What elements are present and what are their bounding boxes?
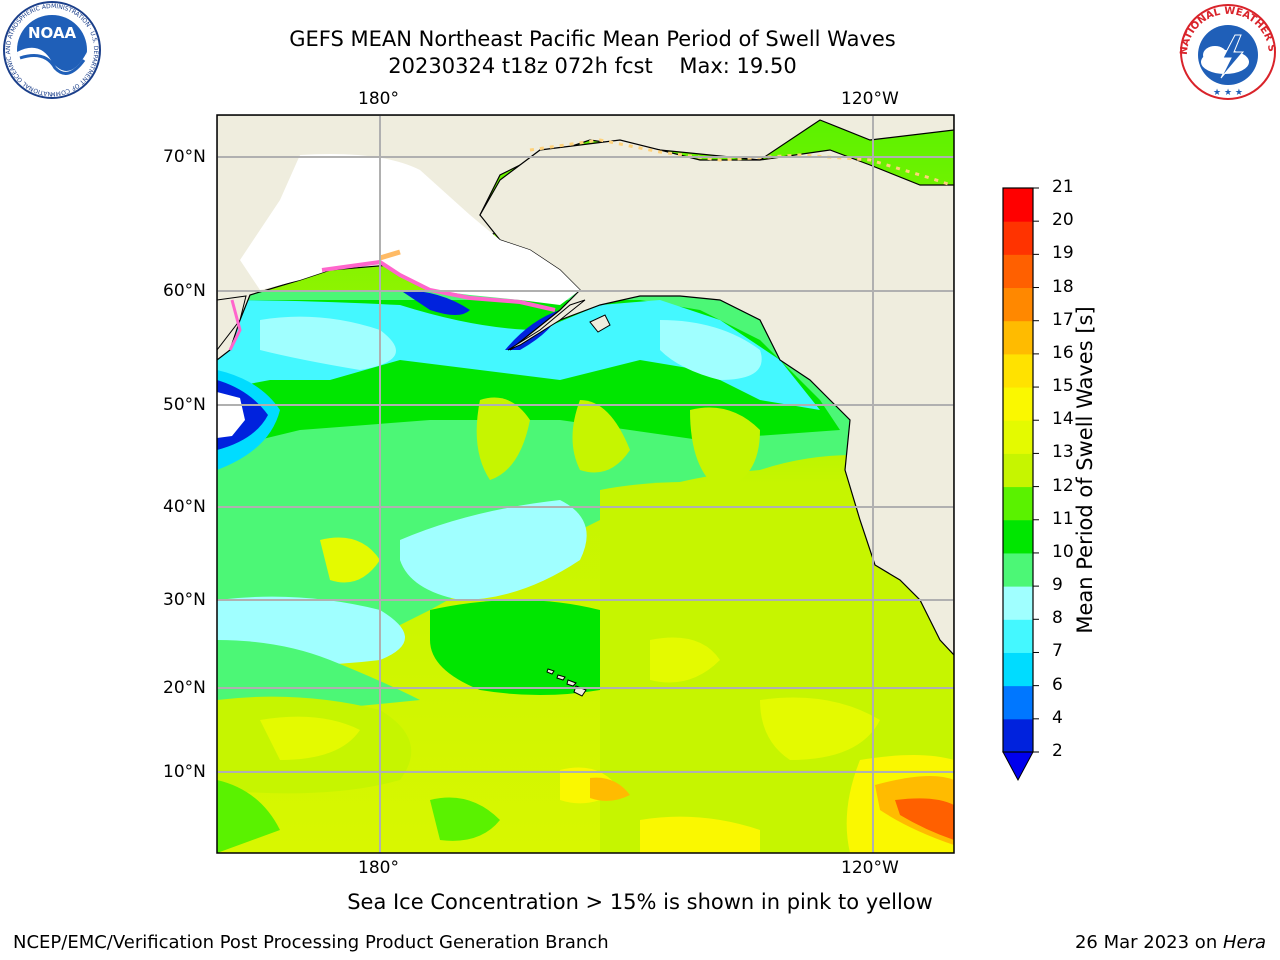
colorbar-swatch bbox=[1003, 619, 1033, 653]
colorbar-tick-label: 7 bbox=[1052, 641, 1063, 662]
colorbar-swatch bbox=[1003, 221, 1033, 255]
lat-label-30n: 30°N bbox=[163, 590, 206, 610]
colorbar-swatch bbox=[1003, 685, 1033, 720]
colorbar-tick-label: 2 bbox=[1052, 741, 1063, 761]
colorbar-tick-label: 12 bbox=[1052, 475, 1074, 496]
colorbar-swatch bbox=[1003, 287, 1033, 322]
footer-date: 26 Mar 2023 on Hera bbox=[1075, 932, 1266, 953]
colorbar-swatch bbox=[1003, 188, 1033, 222]
wave-field bbox=[217, 290, 954, 853]
colorbar-tick-label: 13 bbox=[1052, 442, 1074, 463]
colorbar-swatch bbox=[1003, 387, 1033, 421]
colorbar-tick-label: 21 bbox=[1052, 177, 1074, 197]
colorbar-swatch bbox=[1003, 420, 1033, 454]
colorbar-swatch bbox=[1003, 552, 1033, 587]
colorbar-swatch bbox=[1003, 320, 1033, 355]
colorbar-tick-label: 9 bbox=[1052, 575, 1063, 596]
lat-label-20n: 20°N bbox=[163, 678, 206, 698]
noaa-logo: NOAA NATIONAL OCEANIC AND ATMOSPHERIC AD… bbox=[0, 0, 101, 99]
colorbar-tick-label: 19 bbox=[1052, 243, 1074, 264]
colorbar-swatch bbox=[1003, 519, 1033, 554]
lat-label-40n: 40°N bbox=[163, 497, 206, 517]
colorbar-tick-label: 20 bbox=[1052, 210, 1074, 231]
colorbar-tick-label: 15 bbox=[1052, 376, 1074, 397]
colorbar-swatch bbox=[1003, 586, 1033, 620]
colorbar-tick-label: 8 bbox=[1052, 608, 1063, 629]
graticule bbox=[217, 115, 954, 853]
lat-label-10n: 10°N bbox=[163, 762, 206, 782]
lon-label-bottom-180: 180° bbox=[358, 858, 399, 878]
lon-label-top-120w: 120°W bbox=[841, 89, 899, 109]
colorbar-tick-label: 6 bbox=[1052, 674, 1063, 695]
footer-date-text: 26 Mar 2023 on bbox=[1074, 932, 1223, 953]
colorbar-tick-label: 10 bbox=[1052, 541, 1074, 562]
lat-label-70n: 70°N bbox=[163, 147, 206, 167]
map-title: GEFS MEAN Northeast Pacific Mean Period … bbox=[289, 27, 896, 51]
colorbar-tick-label: 4 bbox=[1052, 707, 1063, 728]
colorbar-swatch bbox=[1003, 718, 1033, 753]
landmasses bbox=[217, 115, 954, 697]
colorbar-swatch bbox=[1003, 254, 1033, 289]
lat-label-50n: 50°N bbox=[163, 395, 206, 415]
colorbar-tick-label: 11 bbox=[1052, 508, 1074, 529]
sea-ice-note: Sea Ice Concentration > 15% is shown in … bbox=[347, 890, 933, 914]
nws-logo: NATIONAL WEATHER SERVICE ★ ★ ★ bbox=[1175, 0, 1277, 100]
map-frame bbox=[216, 114, 955, 854]
lon-label-bottom-120w: 120°W bbox=[841, 858, 899, 878]
colorbar-swatch bbox=[1003, 486, 1033, 521]
colorbar-swatch bbox=[1003, 453, 1033, 488]
colorbar-tick-label: 14 bbox=[1052, 409, 1074, 430]
lon-label-top-180: 180° bbox=[358, 89, 399, 109]
colorbar-swatch bbox=[1003, 652, 1033, 687]
colorbar-tick-label: 16 bbox=[1052, 342, 1074, 363]
lat-label-60n: 60°N bbox=[163, 281, 206, 301]
footer-host: Hera bbox=[1222, 932, 1266, 953]
footer-credit: NCEP/EMC/Verification Post Processing Pr… bbox=[13, 932, 609, 953]
colorbar-tick-label: 18 bbox=[1052, 276, 1074, 297]
colorbar-swatch bbox=[1003, 353, 1033, 388]
colorbar-label: Mean Period of Swell Waves [s] bbox=[1073, 306, 1097, 634]
colorbar-extend-arrow bbox=[1002, 751, 1034, 782]
svg-text:★ ★ ★: ★ ★ ★ bbox=[1213, 88, 1243, 98]
svg-text:NOAA: NOAA bbox=[28, 24, 77, 42]
map-subtitle: 20230324 t18z 072h fcst Max: 19.50 bbox=[388, 54, 797, 78]
colorbar-tick-label: 17 bbox=[1052, 309, 1074, 330]
